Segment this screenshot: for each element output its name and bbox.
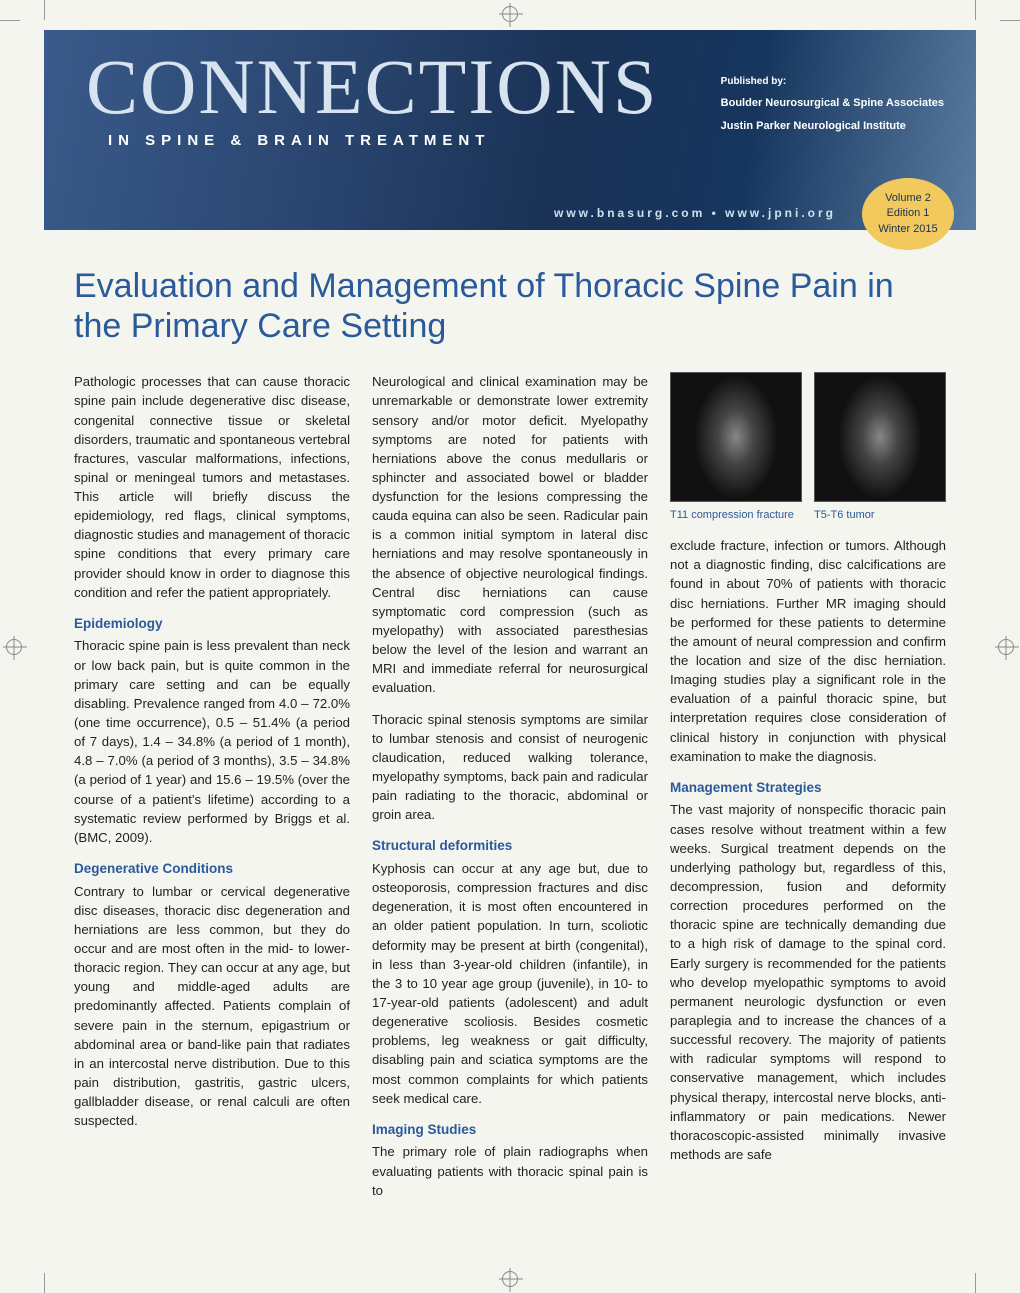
figure-captions: T11 compression fracture T5-T6 tumor bbox=[670, 508, 946, 524]
article: Evaluation and Management of Thoracic Sp… bbox=[44, 230, 976, 1212]
heading-epidemiology: Epidemiology bbox=[74, 614, 350, 634]
page: CONNECTIONS IN SPINE & BRAIN TREATMENT P… bbox=[44, 30, 976, 1263]
intro-paragraph: Pathologic processes that can cause thor… bbox=[74, 372, 350, 602]
caption-fig1: T11 compression fracture bbox=[670, 508, 802, 524]
neuro-paragraph: Neurological and clinical examination ma… bbox=[372, 372, 648, 697]
heading-structural: Structural deformities bbox=[372, 836, 648, 856]
article-title: Evaluation and Management of Thoracic Sp… bbox=[74, 266, 946, 346]
stenosis-paragraph: Thoracic spinal stenosis symptoms are si… bbox=[372, 710, 648, 825]
structural-paragraph: Kyphosis can occur at any age but, due t… bbox=[372, 859, 648, 1108]
publisher-line1: Boulder Neurosurgical & Spine Associates bbox=[721, 95, 944, 112]
banner: CONNECTIONS IN SPINE & BRAIN TREATMENT P… bbox=[44, 30, 976, 230]
degenerative-paragraph: Contrary to lumbar or cervical degenerat… bbox=[74, 882, 350, 1131]
figure-t5-t6-tumor bbox=[814, 372, 946, 502]
publisher-block: Published by: Boulder Neurosurgical & Sp… bbox=[721, 74, 944, 134]
imaging-paragraph: The primary role of plain radiographs wh… bbox=[372, 1142, 648, 1199]
heading-degenerative: Degenerative Conditions bbox=[74, 859, 350, 879]
figure-row bbox=[670, 372, 946, 502]
epidemiology-paragraph: Thoracic spine pain is less prevalent th… bbox=[74, 636, 350, 847]
management-paragraph: The vast majority of nonspecific thoraci… bbox=[670, 800, 946, 1164]
column-3: T11 compression fracture T5-T6 tumor exc… bbox=[670, 372, 946, 1212]
issue-edition: Edition 1 bbox=[887, 206, 930, 221]
issue-season: Winter 2015 bbox=[878, 222, 937, 237]
column-2: Neurological and clinical examination ma… bbox=[372, 372, 648, 1212]
imaging-cont-paragraph: exclude fracture, infection or tumors. A… bbox=[670, 536, 946, 766]
banner-urls: www.bnasurg.com • www.jpni.org bbox=[554, 206, 836, 220]
heading-management: Management Strategies bbox=[670, 778, 946, 798]
caption-fig2: T5-T6 tumor bbox=[814, 508, 946, 524]
figure-t11-fracture bbox=[670, 372, 802, 502]
newsletter-subtitle: IN SPINE & BRAIN TREATMENT bbox=[108, 132, 946, 149]
publisher-line2: Justin Parker Neurological Institute bbox=[721, 118, 944, 135]
column-1: Pathologic processes that can cause thor… bbox=[74, 372, 350, 1212]
issue-badge: Volume 2 Edition 1 Winter 2015 bbox=[862, 178, 954, 250]
heading-imaging: Imaging Studies bbox=[372, 1120, 648, 1140]
published-by-label: Published by: bbox=[721, 74, 944, 89]
article-columns: Pathologic processes that can cause thor… bbox=[74, 372, 946, 1212]
issue-volume: Volume 2 bbox=[885, 191, 931, 206]
